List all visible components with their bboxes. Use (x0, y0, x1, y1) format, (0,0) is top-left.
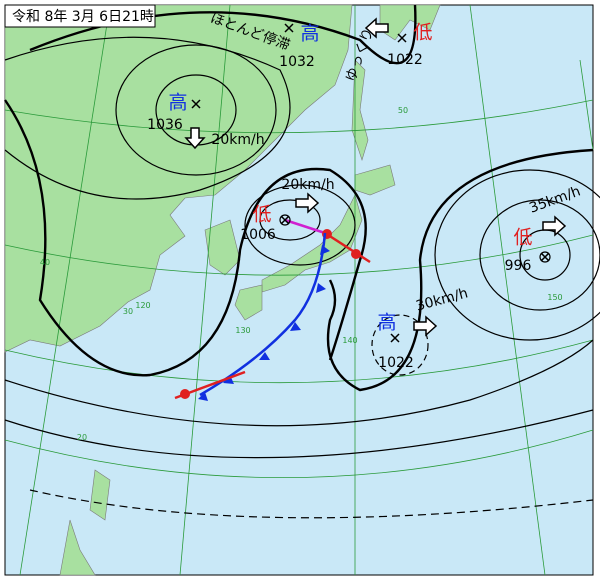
sakhalin (351, 59, 369, 161)
graticule-label: 20 (77, 433, 87, 442)
graticule-label: 50 (398, 106, 408, 115)
longitude-line (179, 4, 231, 576)
isobar (115, 44, 277, 176)
motion-label: 20km/h (281, 177, 334, 193)
kyushu (234, 284, 263, 321)
graticule-label: 120 (135, 301, 150, 310)
motion-label: 20km/h (211, 132, 264, 148)
warm-front (324, 231, 371, 264)
continent (4, 4, 353, 353)
pressure-label: 1022 (387, 52, 423, 68)
longitude-line (19, 4, 111, 576)
pressure-label: 1022 (378, 355, 414, 371)
motion-arrow (364, 17, 389, 39)
center-mark (279, 214, 291, 226)
latitude-line (4, 429, 594, 479)
center-mark (284, 23, 294, 33)
motion-arrow (413, 315, 438, 337)
longitude-line (579, 59, 594, 151)
graticule-label: 140 (342, 336, 357, 345)
motion-arrow (184, 127, 206, 150)
motion-arrow (295, 192, 320, 214)
graticule-label: 30 (123, 307, 133, 316)
graticule-label: 150 (547, 293, 562, 302)
center-mark (540, 252, 550, 262)
center-mark (390, 333, 400, 343)
system-symbol: 高 (168, 92, 187, 114)
korea (204, 219, 241, 276)
center-mark (397, 33, 407, 43)
isobars (4, 4, 600, 519)
isobar (259, 199, 321, 241)
system-symbol: 低 (513, 227, 532, 249)
center-mark (280, 215, 290, 225)
isobar (4, 36, 291, 200)
pressure-label: 996 (505, 258, 532, 274)
longitude-line (469, 4, 546, 576)
pressure-label: 1006 (240, 227, 276, 243)
isobar (479, 199, 600, 311)
pressure-label: 1036 (147, 117, 183, 133)
latitude-line (4, 234, 594, 276)
occluded-front (284, 218, 326, 235)
isobar (434, 169, 600, 341)
latitude-line (4, 99, 594, 134)
motion-arrow (542, 215, 567, 237)
stationary-front-symbol (180, 389, 190, 399)
system-symbol: 低 (252, 204, 271, 226)
center-mark (539, 251, 551, 263)
isobar (29, 489, 594, 519)
isobar (371, 314, 429, 376)
graticule-label: 130 (235, 326, 250, 335)
system-symbol: 低 (413, 22, 432, 44)
title-box (4, 4, 156, 28)
title: 令和 8年 3月 6日21時 (12, 9, 154, 25)
warm-front-symbol (351, 249, 361, 259)
system-symbol: 高 (300, 23, 319, 45)
fronts (174, 218, 371, 401)
graticule (4, 4, 594, 576)
pressure-label: 1032 (279, 54, 315, 70)
latitude-line (4, 339, 594, 384)
isobar (4, 409, 594, 459)
isobar (4, 339, 594, 427)
isobar (4, 99, 367, 377)
cold-front (199, 232, 327, 397)
isobar (244, 184, 356, 266)
isobar (326, 148, 594, 392)
islands (59, 469, 111, 576)
system-symbol: 高 (377, 312, 396, 334)
center-mark (191, 99, 201, 109)
graticule-label: 40 (40, 258, 50, 267)
